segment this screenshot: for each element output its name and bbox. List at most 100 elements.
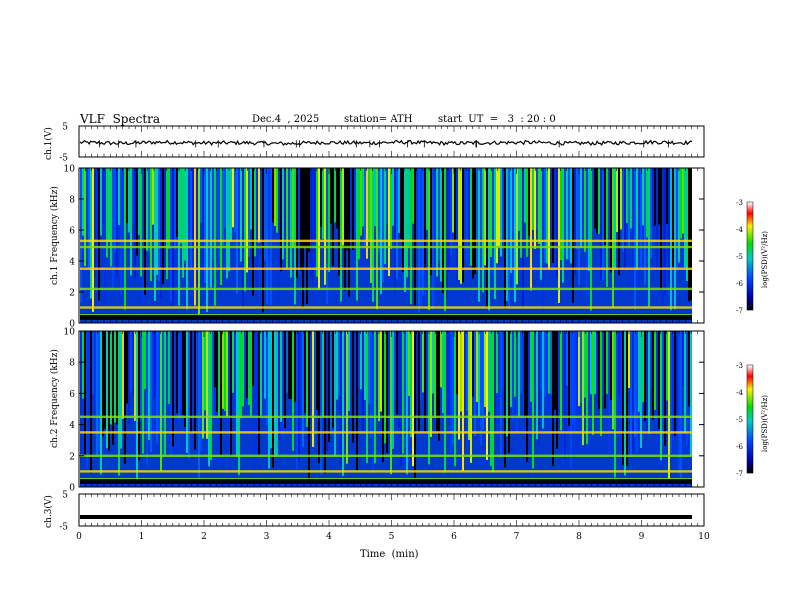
spectrogram-streak <box>390 331 392 475</box>
spectrogram-streak <box>460 168 462 284</box>
spectrogram-streak <box>218 168 220 266</box>
spectrogram-streak <box>662 331 664 444</box>
spectrogram-streak <box>130 331 132 392</box>
colorbar-slice <box>747 305 753 307</box>
spectrogram-streak <box>132 331 134 397</box>
spectrogram-streak <box>660 168 662 291</box>
colorbar-slice <box>747 374 753 376</box>
ch2-ytick-label: 4 <box>69 421 75 431</box>
spectrogram-streak <box>392 331 394 449</box>
spectrogram-streak <box>154 331 156 399</box>
colorbar-slice <box>747 458 753 460</box>
spectrogram-streak <box>472 168 474 279</box>
spectrogram-streak <box>354 168 356 241</box>
colorbar-slice <box>747 379 753 381</box>
spectrogram-streak <box>190 168 192 269</box>
spectrogram-streak <box>256 168 258 291</box>
spectrogram-streak <box>352 168 354 250</box>
spectrogram-streak <box>598 168 600 235</box>
colorbar-slice <box>747 370 753 372</box>
spectrogram-streak <box>372 168 374 302</box>
colorbar-slice <box>747 452 753 454</box>
spectrogram-streak <box>304 331 306 413</box>
spectrogram-streak <box>534 331 536 411</box>
spectrogram-streak <box>198 331 200 479</box>
spectrogram-streak <box>356 331 358 472</box>
spectrogram-streak <box>234 168 236 233</box>
colorbar-slice <box>747 288 753 290</box>
colorbar-slice <box>747 383 753 385</box>
colorbar-slice <box>747 286 753 288</box>
spectrogram-streak <box>332 331 334 428</box>
colorbar-slice <box>747 238 753 240</box>
spectrogram-streak <box>142 331 144 454</box>
spectrogram-streak <box>562 168 564 283</box>
spectrogram-streak <box>224 331 226 411</box>
spectrogram-streak <box>454 331 456 467</box>
spectrogram-streak <box>258 331 260 455</box>
ch1-colorbar <box>747 202 753 311</box>
spectrogram-streak <box>296 168 298 279</box>
spectrogram-streak <box>274 331 276 457</box>
spectrogram-streak <box>382 168 384 283</box>
spectrogram-streak <box>478 168 480 302</box>
colorbar-slice <box>747 232 753 234</box>
spectrogram-streak <box>470 331 472 463</box>
colorbar-slice <box>747 226 753 228</box>
spectrogram-streak <box>666 331 668 401</box>
spectrogram-streak <box>106 168 108 258</box>
spectrogram-streak <box>468 168 470 242</box>
spectrogram-streak <box>292 168 294 248</box>
spectrogram-streak <box>394 331 396 399</box>
spectrogram-streak <box>548 331 550 394</box>
colorbar-slice <box>747 237 753 239</box>
ch3-ytick-label: -5 <box>59 523 68 533</box>
spectrogram-streak <box>684 168 686 268</box>
colorbar-slice <box>747 202 753 204</box>
spectrogram-streak <box>314 331 316 449</box>
spectrogram-streak <box>244 331 246 396</box>
colorbar-slice <box>747 435 753 437</box>
spectrogram-streak <box>300 168 302 271</box>
spectrogram-streak <box>516 331 518 434</box>
spectrogram-streak <box>568 331 570 426</box>
spectrogram-streak <box>212 168 214 259</box>
spectrogram-streak <box>182 168 184 278</box>
spectrogram-streak <box>282 168 284 260</box>
colorbar-slice <box>747 441 753 443</box>
spectrogram-streak <box>400 331 402 467</box>
colorbar-slice <box>747 421 753 423</box>
spectrogram-streak <box>204 168 206 284</box>
spectrogram-streak <box>584 331 586 398</box>
spectrogram-streak <box>500 331 502 458</box>
colorbar-slice <box>747 307 753 309</box>
spectrogram-streak <box>340 168 342 302</box>
spectrogram-streak <box>498 168 500 247</box>
spectrogram-streak <box>620 331 622 463</box>
spectrogram-streak <box>404 168 406 293</box>
spectrogram-streak <box>456 168 458 281</box>
ch2-frequency-band <box>80 454 692 457</box>
colorbar-slice <box>747 269 753 271</box>
spectrogram-streak <box>256 331 258 462</box>
colorbar-slice <box>747 446 753 448</box>
spectrogram-streak <box>138 168 140 235</box>
spectrogram-streak <box>664 331 666 446</box>
spectrogram-streak <box>680 168 682 239</box>
spectrogram-streak <box>124 168 126 310</box>
spectrogram-streak <box>190 331 192 434</box>
spectrogram-streak <box>184 331 186 428</box>
colorbar-slice <box>747 376 753 378</box>
spectrogram-streak <box>510 168 512 273</box>
colorbar-slice <box>747 265 753 267</box>
spectrogram-streak <box>562 331 564 470</box>
spectrogram-streak <box>212 331 214 418</box>
spectrogram-streak <box>204 331 206 411</box>
spectrogram-streak <box>294 168 296 305</box>
start-time-label: start UT = 3 : 20 : 0 <box>438 114 556 125</box>
colorbar-slice <box>747 453 753 455</box>
colorbar-slice <box>747 418 753 420</box>
spectrogram-streak <box>682 331 684 386</box>
spectrogram-streak <box>578 168 580 286</box>
colorbar-slice <box>747 373 753 375</box>
